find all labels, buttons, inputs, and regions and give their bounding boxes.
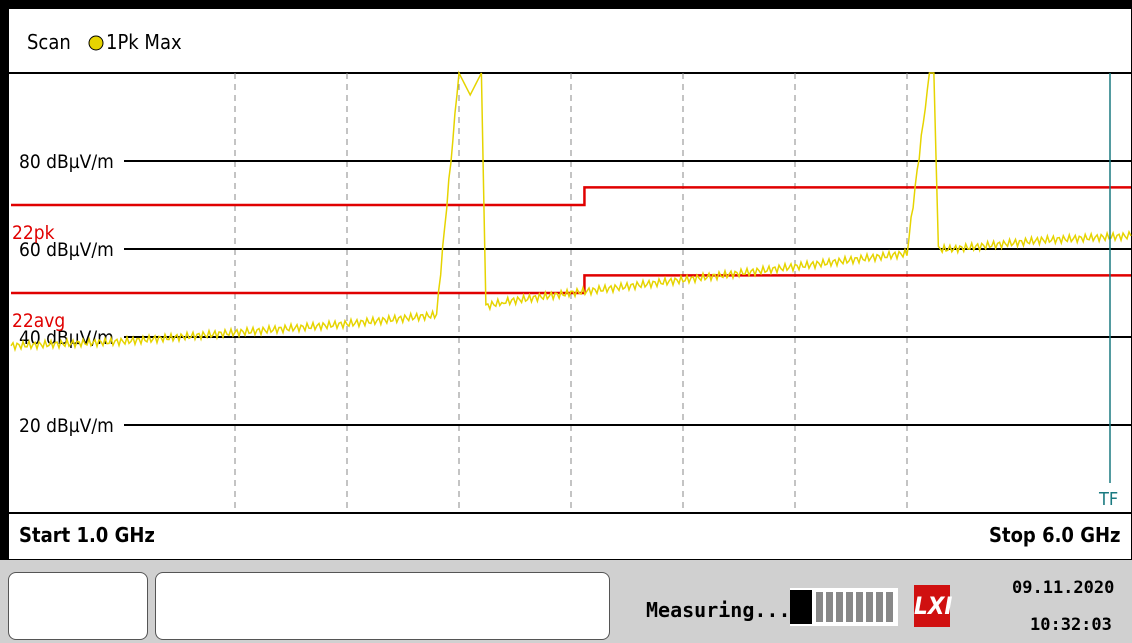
meter-bar xyxy=(856,592,863,622)
status-date: 09.11.2020 xyxy=(1012,578,1115,598)
limit-label-22avg: 22avg xyxy=(12,310,65,332)
progress-meter xyxy=(790,588,898,626)
meter-bar xyxy=(836,592,843,622)
footer-area xyxy=(9,513,1132,561)
y-axis-label: 80 dBµV/m xyxy=(19,151,114,173)
limit-line-22avg xyxy=(11,274,1131,295)
y-axis-label: 20 dBµV/m xyxy=(19,415,114,437)
start-frequency: Start 1.0 GHz xyxy=(19,523,155,547)
meter-bar xyxy=(846,592,853,622)
trace-1pk-max xyxy=(10,70,1132,353)
meter-bar xyxy=(876,592,883,622)
trace-label: 1Pk Max xyxy=(106,30,182,54)
status-bar xyxy=(0,560,1132,643)
lxi-logo-icon: LXI xyxy=(914,585,952,627)
status-text: Measuring... xyxy=(646,598,791,622)
status-time: 10:32:03 xyxy=(1030,615,1112,635)
y-axis-label: 60 dBµV/m xyxy=(19,239,114,261)
marker-label-tf: TF xyxy=(1098,489,1118,510)
limit-line-22pk xyxy=(11,186,1131,207)
meter-bar xyxy=(826,592,833,622)
softkey-box-left[interactable] xyxy=(8,572,148,640)
meter-bar xyxy=(866,592,873,622)
spectrum-display: Scan 1Pk Max 80 dBµV/m 60 dBµV/m 40 dBµV/m 20… xyxy=(8,8,1132,560)
input-box[interactable] xyxy=(155,572,610,640)
meter-bar xyxy=(886,592,893,622)
scan-label: Scan xyxy=(27,30,71,54)
stop-frequency: Stop 6.0 GHz xyxy=(989,523,1121,547)
meter-bar xyxy=(816,592,823,622)
trace-indicator-icon xyxy=(88,35,104,51)
limit-label-22pk: 22pk xyxy=(12,222,55,244)
